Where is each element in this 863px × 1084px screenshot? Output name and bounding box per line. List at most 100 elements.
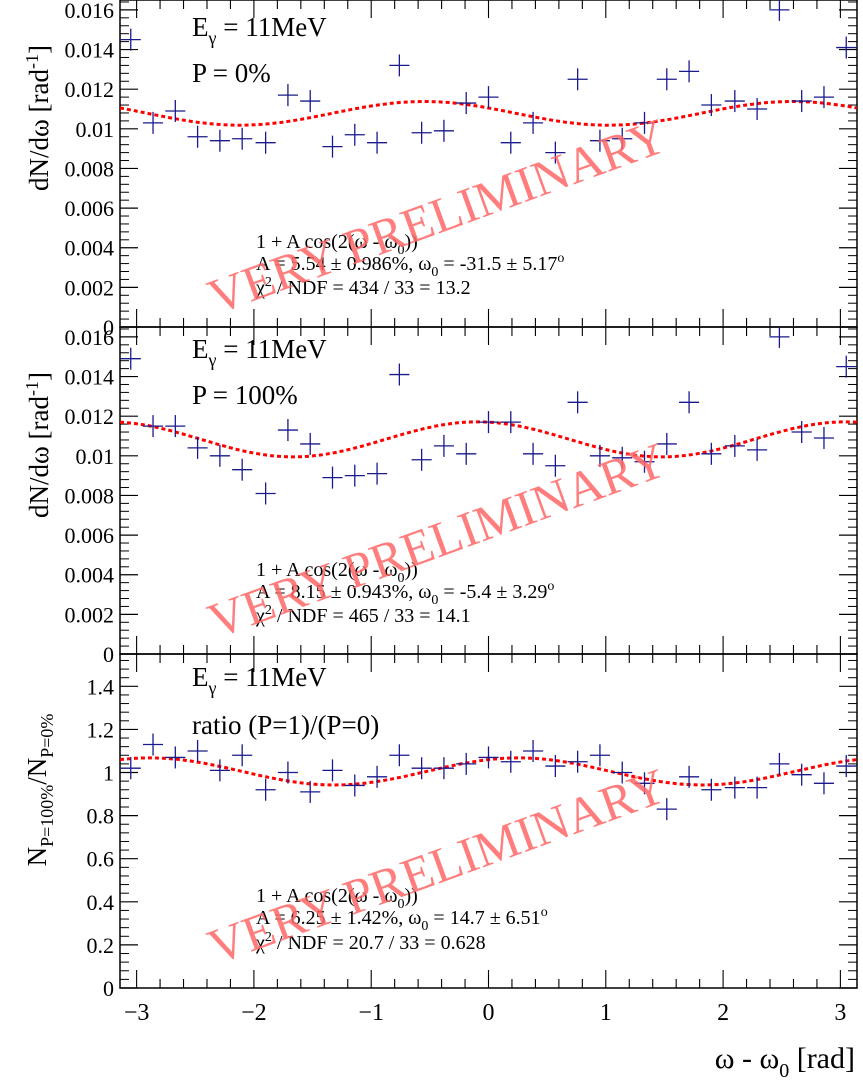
data-point bbox=[612, 761, 633, 784]
y-tick-label: 0.4 bbox=[87, 890, 115, 915]
data-point bbox=[567, 750, 588, 773]
data-point bbox=[209, 129, 230, 152]
y-tick-label: 0.012 bbox=[65, 77, 115, 102]
data-point bbox=[344, 123, 365, 146]
data-point bbox=[165, 415, 186, 438]
fit-formula: 1 + A cos(2(ω - ω0)) bbox=[256, 559, 418, 586]
y-tick-label: 0.014 bbox=[65, 38, 115, 63]
data-point bbox=[120, 757, 141, 780]
data-point bbox=[589, 444, 610, 467]
data-point bbox=[277, 419, 298, 442]
data-point bbox=[411, 448, 432, 471]
data-point bbox=[769, 0, 790, 21]
data-point bbox=[367, 765, 388, 788]
data-point bbox=[523, 739, 544, 762]
y-tick-label: 0.012 bbox=[65, 404, 115, 429]
data-point bbox=[433, 119, 454, 142]
data-point bbox=[411, 757, 432, 780]
data-point bbox=[634, 450, 655, 473]
x-tick-label: −3 bbox=[124, 1000, 150, 1026]
data-point bbox=[411, 121, 432, 144]
data-point bbox=[120, 28, 141, 51]
data-point bbox=[791, 421, 812, 444]
data-point bbox=[344, 464, 365, 487]
data-point bbox=[142, 415, 164, 438]
data-point bbox=[232, 127, 253, 150]
data-point bbox=[389, 54, 410, 77]
data-point bbox=[456, 442, 477, 465]
data-point bbox=[255, 778, 276, 801]
data-point bbox=[478, 86, 499, 109]
data-point bbox=[769, 752, 790, 775]
data-point bbox=[724, 90, 745, 113]
y-tick-label: 0.01 bbox=[76, 444, 115, 469]
data-point bbox=[836, 355, 857, 378]
data-point bbox=[165, 99, 186, 122]
data-point bbox=[836, 755, 857, 778]
panel-p0: 0 0.002 0.004 0.006 0.008 0.01 0.012 0.014 0.016… bbox=[22, 0, 858, 340]
data-point bbox=[367, 131, 388, 154]
data-points bbox=[120, 0, 857, 164]
data-point bbox=[433, 434, 454, 457]
data-point bbox=[322, 759, 343, 782]
data-point bbox=[656, 432, 677, 455]
data-point bbox=[456, 92, 477, 115]
data-point bbox=[634, 111, 655, 134]
y-tick-label: 0.6 bbox=[87, 847, 115, 872]
data-point bbox=[478, 746, 499, 769]
data-point bbox=[724, 434, 745, 457]
chi2-label: χ2 / NDF = 434 / 33 = 13.2 bbox=[255, 275, 471, 299]
data-point bbox=[701, 94, 722, 117]
data-point bbox=[545, 454, 566, 477]
data-point bbox=[478, 411, 499, 434]
x-tick-label: 1 bbox=[600, 1000, 612, 1026]
data-point bbox=[791, 90, 812, 113]
x-axis-ticks bbox=[136, 327, 841, 654]
data-point bbox=[165, 746, 186, 769]
y-tick-label: 0.004 bbox=[65, 236, 115, 261]
y-axis-label: dN/dω [rad-1] bbox=[22, 372, 54, 518]
y-axis: 0 0.002 0.004 0.006 0.008 0.01 0.012 0.014 0.016 bbox=[65, 0, 857, 340]
data-point bbox=[120, 347, 141, 370]
data-point bbox=[679, 391, 700, 414]
x-tick-label: 0 bbox=[483, 1000, 495, 1026]
condition-label: P = 100% bbox=[192, 380, 298, 410]
data-point bbox=[500, 750, 521, 773]
data-point bbox=[322, 466, 343, 489]
y-tick-label: 1 bbox=[103, 761, 114, 786]
data-point bbox=[209, 444, 230, 467]
data-point bbox=[567, 68, 588, 91]
data-point bbox=[232, 744, 253, 767]
fit-parameters: A = 8.15 ± 0.943%, ω0 = -5.4 ± 3.29o bbox=[256, 579, 554, 608]
data-point bbox=[367, 462, 388, 485]
data-point bbox=[791, 763, 812, 786]
panel-p2: 0 0.2 0.4 0.6 0.8 1 1.2 1.4 Eγ = 11MeV ratio (P… bbox=[22, 653, 858, 1001]
data-point bbox=[255, 131, 276, 154]
energy-label: Eγ = 11MeV bbox=[192, 334, 327, 370]
y-tick-label: 0.01 bbox=[76, 117, 115, 142]
data-point bbox=[187, 739, 208, 762]
data-point bbox=[277, 84, 298, 107]
fit-parameters: A = 6.25 ± 1.42%, ω0 = 14.7 ± 6.51o bbox=[256, 905, 548, 934]
x-tick-label: 2 bbox=[717, 1000, 729, 1026]
chi2-label: χ2 / NDF = 20.7 / 33 = 0.628 bbox=[255, 930, 486, 954]
data-point bbox=[232, 458, 253, 481]
data-point bbox=[142, 111, 164, 134]
panel-p1: 0 0.002 0.004 0.006 0.008 0.01 0.012 0.014 0.016… bbox=[22, 325, 858, 667]
y-axis-label: NP=100%/NP=0% bbox=[22, 714, 57, 867]
data-point bbox=[813, 426, 835, 449]
x-axis-label: ω - ω0 [rad] bbox=[715, 1042, 855, 1082]
y-tick-label: 0.8 bbox=[87, 804, 115, 829]
data-point bbox=[523, 111, 544, 134]
data-points bbox=[120, 733, 857, 821]
data-point bbox=[656, 798, 677, 821]
y-axis: 0 0.2 0.4 0.6 0.8 1 1.2 1.4 bbox=[87, 659, 857, 1001]
data-point bbox=[769, 327, 790, 348]
y-tick-label: 0.002 bbox=[65, 602, 115, 627]
y-tick-label: 0 bbox=[103, 642, 114, 667]
y-tick-label: 0.006 bbox=[65, 523, 115, 548]
energy-label: Eγ = 11MeV bbox=[192, 662, 327, 698]
data-point bbox=[255, 482, 276, 505]
data-point bbox=[567, 391, 588, 414]
